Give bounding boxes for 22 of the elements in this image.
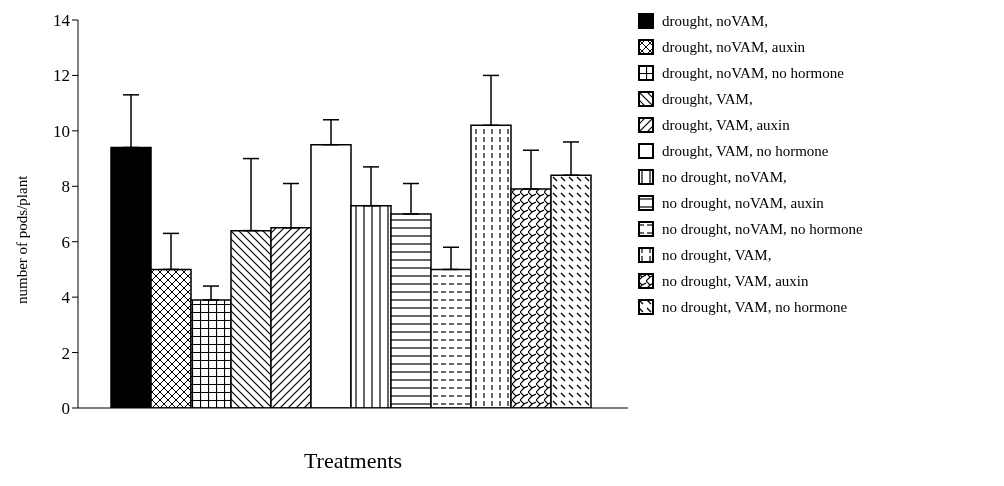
legend-label: no drought, VAM, no hormone [662, 298, 848, 316]
y-tick-label: 10 [53, 121, 70, 141]
legend-label: drought, noVAM, no hormone [662, 64, 844, 82]
legend-label: no drought, VAM, [662, 246, 772, 264]
x-axis-title: Treatments [303, 448, 403, 473]
legend-label: no drought, VAM, auxin [662, 272, 809, 290]
y-tick-label: 12 [53, 66, 70, 86]
legend-label: drought, noVAM, auxin [662, 38, 806, 56]
y-tick-label: 0 [61, 399, 70, 419]
legend-label: drought, VAM, auxin [662, 116, 790, 134]
y-axis-title: number of pods/plant [14, 174, 31, 304]
y-tick-label: 6 [61, 232, 70, 252]
y-tick-label: 2 [61, 343, 70, 363]
y-tick-label: 8 [61, 177, 70, 197]
legend-label: drought, VAM, [662, 90, 753, 108]
legend-label: drought, noVAM, [662, 12, 768, 30]
legend-label: no drought, noVAM, [662, 168, 787, 186]
legend-label: drought, VAM, no hormone [662, 142, 829, 160]
y-tick-label: 14 [53, 11, 71, 31]
y-tick-label: 4 [61, 288, 71, 308]
legend-label: no drought, noVAM, auxin [662, 194, 824, 212]
legend-label: no drought, noVAM, no hormone [662, 220, 863, 238]
